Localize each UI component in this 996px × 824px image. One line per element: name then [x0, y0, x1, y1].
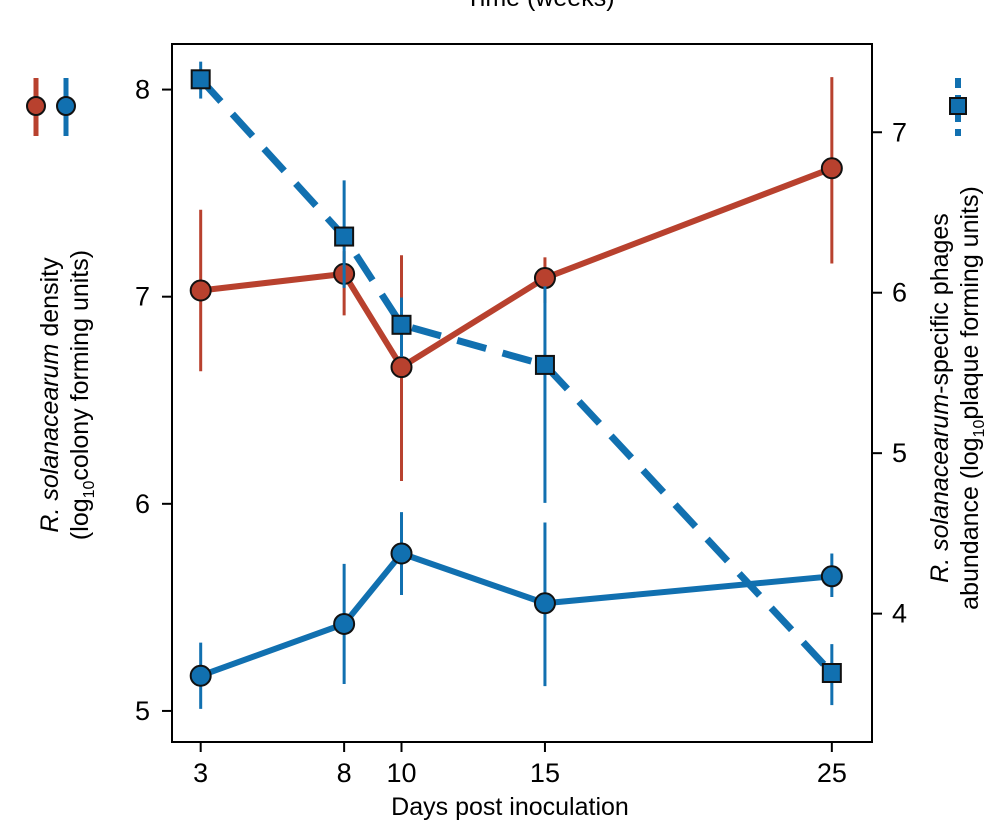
series-line	[199, 550, 833, 679]
data-point-square	[334, 226, 355, 247]
y-left-title-pre: (log	[66, 498, 94, 540]
svg-text:R. solanacearum-specific phage: R. solanacearum-specific phages	[926, 213, 954, 583]
x-axis: 3 8 10 15 25	[193, 742, 847, 788]
data-point-square	[534, 354, 555, 375]
y-right-title: R. solanacearum-specific phages abundanc…	[926, 186, 988, 610]
y-right-tick-label: 4	[892, 599, 907, 629]
data-point-square	[821, 663, 842, 684]
y-axis-right: 4 5 6 7	[872, 117, 907, 629]
y-left-title-post: colony forming units)	[66, 250, 94, 481]
series-line	[198, 76, 835, 676]
x-axis-title: Days post inoculation	[391, 793, 629, 821]
data-point-circle	[820, 157, 843, 180]
y-left-tick-label: 5	[135, 696, 150, 726]
y-right-title-italic: R. solanacearum	[926, 394, 954, 583]
legend-blue-circle-icon	[56, 96, 76, 116]
svg-text:abundance (log10plaque forming: abundance (log10plaque forming units)	[956, 186, 988, 610]
y-left-title-sub: 10	[81, 480, 98, 498]
data-point-circle	[390, 542, 413, 565]
x-tick-label: 8	[337, 758, 352, 788]
top-caption: Time (weeks)	[465, 0, 614, 12]
y-left-tick-label: 6	[135, 489, 150, 519]
data-point-circle	[189, 279, 212, 302]
y-right-title-pre: abundance (log	[956, 437, 984, 609]
y-right-tick-label: 6	[892, 278, 907, 308]
series-3	[190, 61, 842, 706]
data-point-circle	[820, 565, 843, 588]
y-right-title-rest: -specific phages	[926, 213, 954, 394]
data-point-circle	[189, 664, 212, 687]
y-right-title-sub: 10	[971, 420, 988, 438]
data-point-circle	[333, 612, 356, 635]
legend-left	[26, 78, 76, 136]
data-point-circle	[533, 267, 556, 290]
y-left-title-italic: R. solanacearum	[36, 344, 64, 533]
legend-right	[949, 78, 967, 136]
legend-blue-square-icon	[949, 97, 967, 115]
y-left-tick-label: 7	[135, 282, 150, 312]
plot-frame	[171, 43, 873, 743]
series-line	[200, 165, 833, 371]
series-1	[189, 77, 843, 482]
data-point-square	[391, 314, 412, 335]
x-tick-label: 3	[193, 758, 208, 788]
series-layer	[189, 61, 843, 709]
series-2	[189, 512, 843, 709]
x-tick-label: 25	[817, 758, 847, 788]
y-right-tick-label: 7	[892, 117, 907, 147]
y-left-title-rest: density	[36, 257, 64, 344]
y-axis-left: 5 6 7 8	[135, 75, 172, 726]
data-point-square	[190, 69, 211, 90]
legend-red-circle-icon	[26, 96, 46, 116]
y-right-title-post: plaque forming units)	[956, 186, 984, 419]
x-tick-label: 10	[386, 758, 416, 788]
y-right-tick-label: 5	[892, 438, 907, 468]
data-point-circle	[533, 592, 556, 615]
x-tick-label: 15	[530, 758, 560, 788]
svg-text:R. solanacearum density: R. solanacearum density	[36, 257, 64, 533]
data-point-circle	[390, 356, 413, 379]
y-left-title: R. solanacearum density (log10colony for…	[36, 250, 98, 540]
svg-text:(log10colony forming units): (log10colony forming units)	[66, 250, 98, 540]
y-left-tick-label: 8	[135, 75, 150, 105]
